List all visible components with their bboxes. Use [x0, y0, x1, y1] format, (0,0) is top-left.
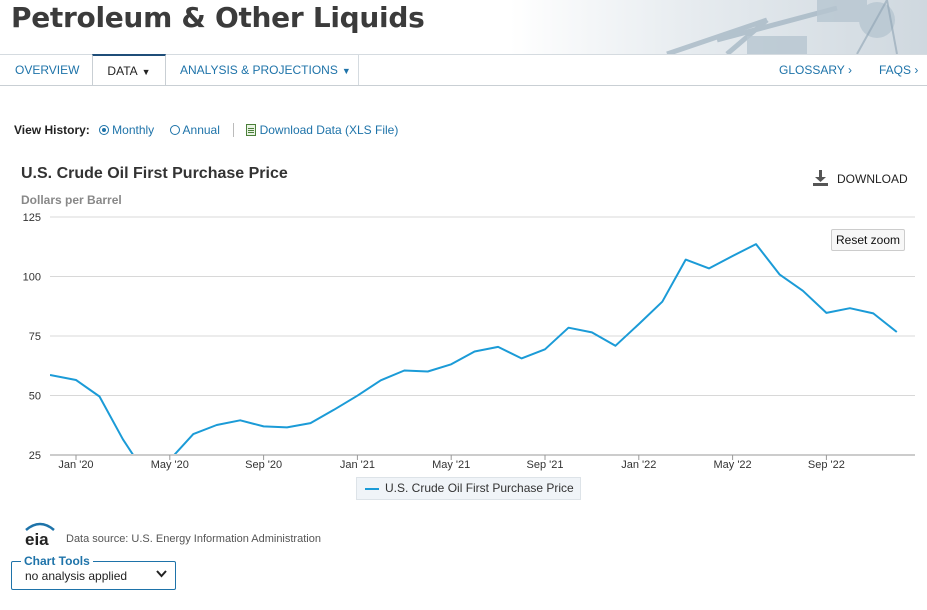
y-tick-label: 100: [23, 272, 41, 284]
x-tick-label: Sep '20: [245, 459, 282, 471]
caret-down-icon: ▼: [341, 66, 351, 76]
download-icon: [813, 170, 828, 186]
chart-tools-label: Chart Tools: [21, 554, 93, 568]
grid-lines: [50, 216, 915, 456]
oil-pump-illustration: [666, 0, 898, 54]
chart-download-button[interactable]: DOWNLOAD: [812, 169, 908, 187]
nav-faqs-label: FAQS: [879, 63, 912, 77]
nav-faqs[interactable]: FAQS ›: [879, 55, 918, 85]
data-source-note: Data source: U.S. Energy Information Adm…: [66, 533, 321, 545]
chart-tools-value: no analysis applied: [25, 569, 128, 583]
y-tick-label: 125: [23, 212, 41, 224]
annual-option-label[interactable]: Annual: [182, 123, 220, 137]
nav-glossary-label: GLOSSARY: [779, 63, 845, 77]
nav-analysis-projections[interactable]: ANALYSIS & PROJECTIONS ▼: [180, 55, 351, 85]
x-tick-label: Sep '21: [527, 459, 564, 471]
chevron-down-icon: [156, 570, 167, 578]
y-axis-ticks: 25 50 75 100 125: [23, 212, 41, 462]
svg-text:eia: eia: [25, 530, 49, 548]
view-history-label: View History:: [14, 123, 90, 137]
nav-analysis-label: ANALYSIS & PROJECTIONS: [180, 63, 338, 77]
x-tick-label: Jan '22: [621, 459, 656, 471]
chevron-right-icon: ›: [847, 63, 852, 77]
nav-overview-label: OVERVIEW: [15, 63, 80, 77]
legend-label: U.S. Crude Oil First Purchase Price: [385, 481, 574, 495]
chart-tools-select[interactable]: Chart Tools no analysis applied: [11, 554, 176, 590]
legend-swatch: [365, 488, 379, 490]
page-title: Petroleum & Other Liquids: [11, 1, 425, 34]
annual-radio[interactable]: [169, 125, 180, 135]
x-tick-label: May '20: [151, 459, 189, 471]
caret-down-icon: ▼: [141, 67, 151, 77]
y-tick-label: 75: [29, 331, 41, 343]
nav-data[interactable]: DATA ▼: [92, 54, 166, 85]
download-label: DOWNLOAD: [837, 172, 908, 186]
chart-title: U.S. Crude Oil First Purchase Price: [21, 165, 288, 182]
nav-divider: [358, 55, 359, 85]
y-tick-label: 25: [29, 450, 41, 462]
x-axis-ticks: Jan '20 May '20 Sep '20 Jan '21 May '21 Sep '…: [58, 455, 845, 471]
x-tick-label: Sep '22: [808, 459, 845, 471]
nav-overview[interactable]: OVERVIEW: [15, 55, 79, 85]
reset-zoom-button[interactable]: Reset zoom: [831, 229, 905, 251]
monthly-radio[interactable]: [99, 125, 110, 135]
view-history-bar: View History: Monthly Annual Download Da…: [14, 121, 398, 139]
monthly-option-label[interactable]: Monthly: [112, 123, 155, 137]
chevron-right-icon: ›: [914, 63, 919, 77]
main-nav: OVERVIEW DATA ▼ ANALYSIS & PROJECTIONS ▼ G…: [0, 54, 927, 86]
x-tick-label: May '22: [714, 459, 752, 471]
y-tick-label: 50: [29, 391, 41, 403]
page-banner: Petroleum & Other Liquids: [0, 0, 927, 54]
divider: [233, 123, 235, 137]
spreadsheet-icon: [245, 124, 256, 136]
series-line[interactable]: [50, 243, 898, 473]
download-xls-link[interactable]: Download Data (XLS File): [259, 123, 399, 137]
eia-logo: eia: [25, 522, 55, 548]
nav-data-label: DATA: [107, 64, 138, 78]
x-tick-label: Jan '20: [58, 459, 93, 471]
x-tick-label: Jan '21: [340, 459, 375, 471]
chart-unit-label: Dollars per Barrel: [21, 193, 122, 207]
chart-legend-item[interactable]: U.S. Crude Oil First Purchase Price: [356, 477, 581, 500]
x-tick-label: May '21: [432, 459, 470, 471]
series-layer: [50, 243, 898, 473]
nav-glossary[interactable]: GLOSSARY ›: [779, 55, 852, 85]
